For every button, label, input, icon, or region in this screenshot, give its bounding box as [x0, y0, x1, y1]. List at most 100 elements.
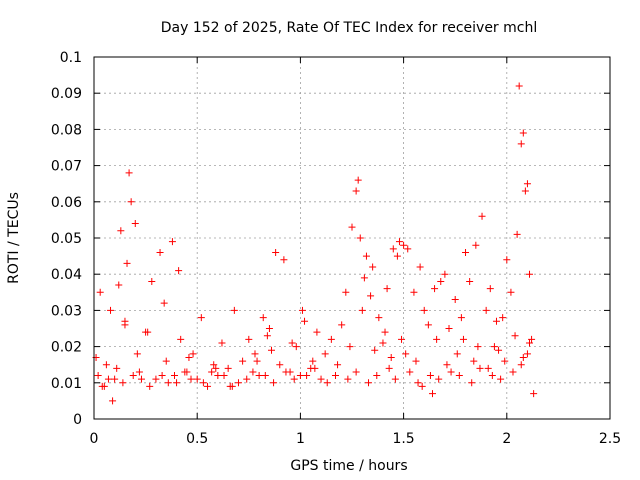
data-point — [414, 379, 422, 387]
data-point — [521, 187, 529, 195]
data-point — [230, 306, 238, 314]
data-point — [119, 379, 127, 387]
x-tick-label: 2 — [502, 431, 511, 447]
data-point — [348, 223, 356, 231]
data-point — [193, 375, 201, 383]
data-point — [290, 375, 298, 383]
data-point — [387, 353, 395, 361]
data-point — [301, 317, 309, 325]
data-point — [369, 263, 377, 271]
data-point — [362, 252, 370, 260]
data-point — [371, 346, 379, 354]
y-tick-label: 0.04 — [51, 267, 82, 283]
data-point — [406, 368, 414, 376]
data-point — [181, 368, 189, 376]
data-point — [282, 368, 290, 376]
data-point — [488, 372, 496, 380]
data-point — [255, 372, 263, 380]
data-point — [158, 372, 166, 380]
data-point — [346, 343, 354, 351]
data-point — [402, 350, 410, 358]
data-point — [127, 198, 135, 206]
data-point — [261, 372, 269, 380]
data-point — [420, 306, 428, 314]
data-point — [437, 277, 445, 285]
data-point — [519, 129, 527, 137]
data-point — [226, 382, 234, 390]
data-point — [528, 335, 536, 343]
grid-lines — [94, 57, 610, 419]
data-point — [352, 368, 360, 376]
data-point — [466, 277, 474, 285]
data-point — [523, 350, 531, 358]
data-point — [162, 357, 170, 365]
data-point — [445, 325, 453, 332]
data-point — [468, 379, 476, 387]
data-point — [311, 364, 319, 372]
data-point — [515, 82, 523, 90]
data-point — [398, 335, 406, 343]
axis-ticks — [93, 56, 611, 420]
data-point — [268, 346, 276, 354]
x-axis-label: GPS time / hours — [290, 458, 407, 474]
data-point — [272, 248, 280, 256]
data-point — [146, 382, 154, 390]
data-point — [144, 328, 152, 336]
data-point — [412, 357, 420, 365]
data-point — [393, 252, 401, 260]
data-point — [334, 361, 342, 369]
data-point — [478, 212, 486, 220]
data-point — [338, 321, 346, 329]
data-point — [385, 364, 393, 372]
data-point — [426, 372, 434, 380]
data-point — [400, 241, 408, 249]
data-point — [476, 364, 484, 372]
data-point — [173, 379, 181, 387]
data-point — [218, 339, 226, 347]
data-point — [133, 350, 141, 358]
data-points — [92, 82, 538, 405]
y-tick-label: 0 — [73, 412, 82, 428]
x-tick-label: 2.5 — [599, 431, 621, 447]
data-point — [109, 397, 117, 405]
data-point — [296, 372, 304, 380]
data-point — [484, 364, 492, 372]
data-point — [123, 259, 131, 267]
data-point — [344, 375, 352, 383]
data-point — [410, 288, 418, 296]
data-point — [435, 375, 443, 383]
data-point — [276, 361, 284, 369]
data-point — [517, 361, 525, 369]
data-point — [513, 230, 521, 238]
y-tick-label: 0.02 — [51, 340, 82, 356]
data-point — [243, 375, 251, 383]
y-tick-label: 0.07 — [51, 159, 82, 175]
data-point — [107, 306, 115, 314]
data-point — [270, 379, 278, 387]
data-point — [511, 332, 519, 340]
data-point — [431, 285, 439, 293]
data-point — [303, 372, 311, 380]
data-point — [94, 372, 102, 380]
data-point — [164, 379, 172, 387]
data-point — [443, 361, 451, 369]
data-point — [280, 256, 288, 264]
data-point — [259, 314, 267, 322]
data-point — [175, 267, 183, 275]
data-point — [497, 375, 505, 383]
data-point — [239, 357, 247, 365]
data-point — [160, 299, 168, 307]
data-point — [365, 379, 373, 387]
data-point — [360, 274, 368, 282]
data-point — [459, 335, 467, 343]
data-point — [288, 339, 296, 347]
data-point — [424, 321, 432, 329]
data-point — [185, 353, 193, 361]
data-point — [104, 375, 112, 383]
data-point — [418, 382, 426, 390]
data-point — [441, 270, 449, 278]
x-tick-label: 0 — [90, 431, 99, 447]
data-point — [470, 357, 478, 365]
data-point — [404, 245, 412, 253]
